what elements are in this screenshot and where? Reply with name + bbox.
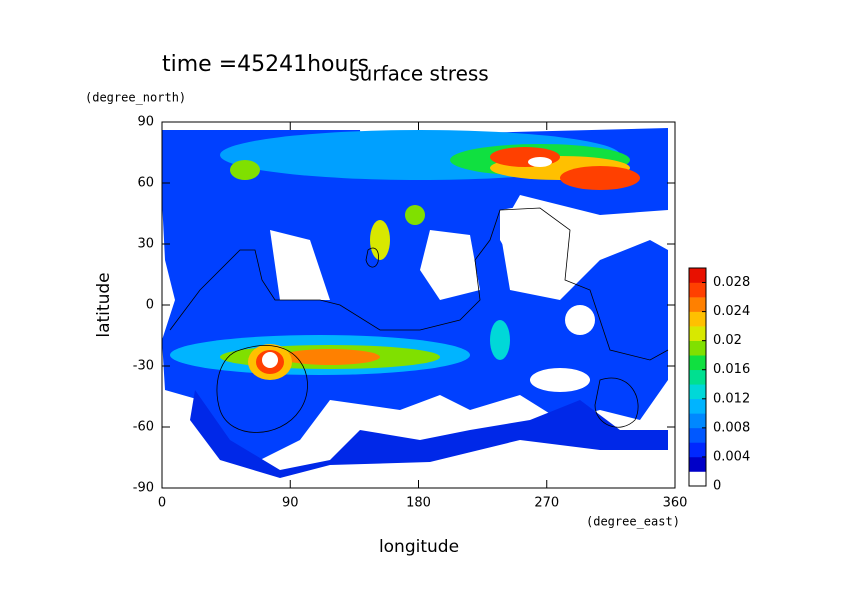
x-unit: (degree_east)	[586, 515, 680, 529]
colorbar-band	[689, 268, 706, 283]
y-tick-label: 60	[137, 176, 154, 191]
colorbar-tick-label: 0.004	[713, 449, 750, 464]
y-tick-label: 90	[137, 115, 154, 130]
y-tick-label: 0	[146, 298, 154, 313]
y-tick-label: -30	[133, 359, 154, 374]
colorbar-tick-label: 0.024	[713, 304, 750, 319]
colorbar-band	[689, 340, 706, 356]
colorbar-frame	[688, 267, 707, 487]
colorbar-band	[689, 282, 706, 298]
colorbar-band	[689, 326, 706, 341]
colorbar-band	[689, 442, 706, 458]
chart-title: surface stress	[349, 62, 488, 86]
colorbar-band	[689, 398, 706, 414]
x-tick-label: 0	[158, 496, 166, 511]
colorbar-band	[689, 471, 706, 487]
x-tick-label: 270	[534, 496, 559, 511]
colorbar-band	[689, 427, 706, 443]
x-tick-label: 360	[663, 496, 688, 511]
colorbar-band	[689, 456, 706, 472]
y-tick-label: 30	[137, 237, 154, 252]
colorbar-tick-label: 0.028	[713, 275, 750, 290]
colorbar-band	[689, 413, 706, 429]
colorbar-tick-label: 0.016	[713, 362, 750, 377]
contour-field	[162, 128, 668, 488]
colorbar-band	[689, 311, 706, 327]
y-axis-label: latitude	[94, 272, 114, 337]
annotation: time =45241hours	[162, 52, 369, 77]
colorbar-tick-label: 0.02	[713, 333, 742, 348]
colorbar-band	[689, 369, 706, 385]
colorbar-band	[689, 384, 706, 400]
coastline	[169, 207, 669, 433]
colorbar-band	[689, 297, 706, 312]
colorbar-band	[689, 355, 706, 371]
colorbar-tick-label: 0.012	[713, 391, 750, 406]
y-unit: (degree_north)	[85, 91, 186, 105]
x-tick-label: 90	[282, 496, 299, 511]
y-tick-label: -60	[133, 420, 154, 435]
colorbar-tick-label: 0	[713, 479, 721, 494]
colorbar-tick-label: 0.008	[713, 420, 750, 435]
y-tick-label: -90	[133, 481, 154, 496]
x-axis-label: longitude	[379, 537, 459, 557]
x-tick-label: 180	[406, 496, 431, 511]
